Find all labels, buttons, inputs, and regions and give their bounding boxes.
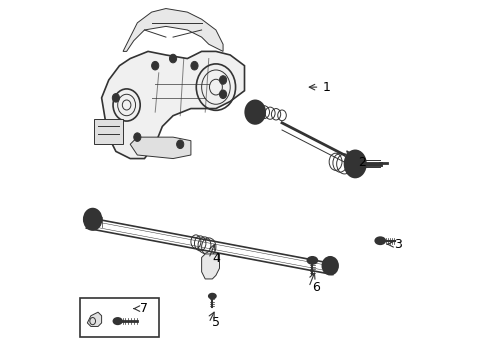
Ellipse shape: [176, 140, 183, 149]
Polygon shape: [94, 119, 123, 144]
Text: 2: 2: [358, 156, 366, 168]
Text: 1: 1: [322, 81, 330, 94]
Ellipse shape: [219, 76, 226, 84]
Text: 6: 6: [311, 281, 319, 294]
Polygon shape: [123, 9, 223, 51]
Text: 4: 4: [212, 252, 220, 265]
Ellipse shape: [169, 54, 176, 63]
Ellipse shape: [151, 62, 159, 70]
Text: 5: 5: [211, 316, 220, 329]
Ellipse shape: [190, 62, 198, 70]
Ellipse shape: [112, 94, 119, 102]
Text: 7: 7: [140, 302, 148, 315]
Ellipse shape: [374, 237, 385, 244]
Ellipse shape: [244, 100, 264, 124]
Ellipse shape: [208, 294, 216, 298]
Text: 3: 3: [393, 238, 401, 251]
Polygon shape: [102, 51, 244, 158]
Bar: [80, 298, 159, 337]
Ellipse shape: [307, 257, 317, 264]
Ellipse shape: [113, 318, 122, 324]
Polygon shape: [130, 137, 190, 158]
Ellipse shape: [344, 150, 365, 177]
Ellipse shape: [322, 257, 337, 275]
Ellipse shape: [219, 90, 226, 99]
Ellipse shape: [83, 208, 102, 230]
Polygon shape: [201, 254, 219, 279]
Polygon shape: [87, 312, 102, 327]
Ellipse shape: [134, 133, 141, 141]
